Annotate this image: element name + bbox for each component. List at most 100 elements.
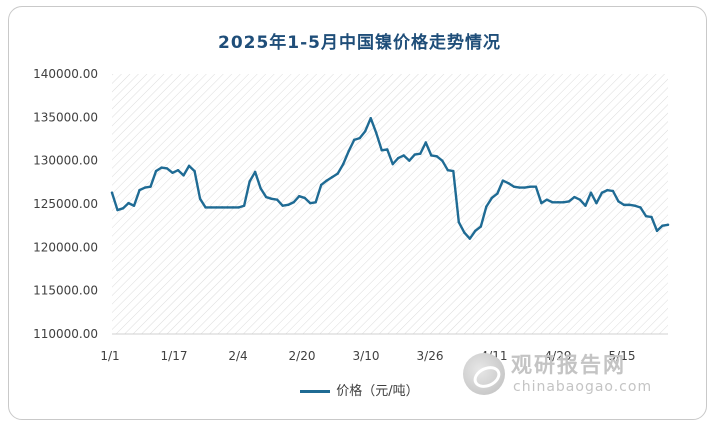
data-point [331, 175, 334, 179]
data-point [446, 169, 449, 172]
data-point [545, 198, 549, 201]
data-point [380, 149, 383, 152]
watermark-en: chinabaogao.com [513, 379, 653, 395]
y-tick-label: 135000.00 [33, 110, 98, 124]
x-tick-label: 2/20 [289, 349, 316, 363]
data-point [132, 204, 136, 207]
legend-label: 价格（元/吨） [336, 384, 419, 399]
data-point [286, 203, 290, 207]
data-point [397, 156, 400, 160]
data-point [110, 191, 114, 194]
x-tick-label: 5/15 [609, 349, 636, 363]
data-point [474, 229, 477, 233]
data-point [556, 201, 560, 204]
data-point [215, 206, 218, 209]
data-point [226, 206, 229, 209]
data-point [600, 191, 604, 194]
data-point [408, 159, 411, 162]
watermark-cn: 观研报告网 [511, 353, 626, 377]
data-point [358, 136, 361, 140]
data-point [578, 198, 582, 201]
y-axis: 110000.00 115000.00 120000.00 125000.00 1300… [33, 67, 98, 341]
data-point [551, 201, 554, 204]
data-point [567, 200, 571, 203]
data-point [264, 195, 268, 199]
data-point [402, 154, 405, 157]
data-point [275, 198, 279, 201]
data-point [314, 201, 317, 204]
data-point [303, 196, 306, 200]
x-tick-label: 3/10 [353, 349, 380, 363]
data-point [292, 201, 295, 204]
y-tick-label: 130000.00 [33, 154, 98, 168]
data-point [562, 201, 565, 204]
data-point [430, 154, 433, 157]
data-point [259, 187, 262, 190]
data-point [319, 183, 323, 187]
data-point [253, 170, 257, 174]
legend: 价格（元/吨） [0, 380, 719, 399]
data-point [391, 162, 394, 166]
data-point [424, 141, 427, 144]
data-point [242, 204, 246, 207]
data-point [512, 185, 516, 188]
data-point [149, 185, 152, 188]
data-point [281, 204, 284, 207]
series-group [110, 117, 670, 240]
data-point [485, 205, 488, 208]
data-point [463, 231, 466, 234]
data-point [518, 186, 521, 189]
x-tick-label: 3/26 [417, 349, 444, 363]
data-point [342, 162, 345, 166]
data-point [154, 169, 158, 173]
data-point [308, 201, 312, 205]
x-axis: 1/11/172/42/203/103/264/114/295/15 [100, 349, 635, 363]
data-point [622, 203, 626, 207]
data-point [479, 225, 483, 228]
data-point [116, 208, 119, 212]
data-point [237, 206, 240, 209]
data-point [468, 237, 472, 240]
data-point [176, 169, 180, 172]
data-point [523, 186, 527, 189]
data-point [375, 131, 378, 135]
data-point [209, 206, 213, 209]
data-point [127, 201, 130, 205]
data-point [496, 192, 499, 195]
data-point [325, 179, 328, 182]
data-point [413, 153, 416, 156]
data-point [589, 191, 593, 194]
data-point [628, 203, 631, 207]
data-point [138, 188, 141, 192]
data-point [386, 148, 389, 151]
data-point [143, 186, 147, 189]
data-point [270, 197, 273, 200]
y-tick-label: 115000.00 [33, 284, 98, 298]
x-tick-label: 2/4 [228, 349, 247, 363]
data-point [595, 201, 598, 205]
data-point [529, 185, 532, 188]
data-point [639, 206, 642, 209]
y-tick-label: 120000.00 [33, 240, 98, 254]
data-point [336, 172, 339, 175]
data-point [165, 167, 169, 170]
data-point [193, 169, 196, 173]
data-point [182, 174, 185, 177]
legend-swatch [300, 390, 331, 393]
x-tick-label: 1/17 [161, 349, 188, 363]
data-point [419, 152, 422, 155]
data-point [452, 169, 455, 173]
data-point [121, 207, 125, 210]
data-point [540, 201, 543, 205]
data-point [490, 196, 494, 200]
data-point [297, 195, 301, 198]
data-point [353, 138, 356, 142]
data-point [160, 166, 163, 169]
y-tick-label: 140000.00 [33, 67, 98, 81]
data-point [501, 179, 505, 182]
data-point [644, 214, 648, 218]
data-point [606, 188, 609, 192]
y-tick-label: 110000.00 [33, 327, 98, 341]
data-point [650, 215, 653, 219]
y-tick-label: 125000.00 [33, 197, 98, 211]
